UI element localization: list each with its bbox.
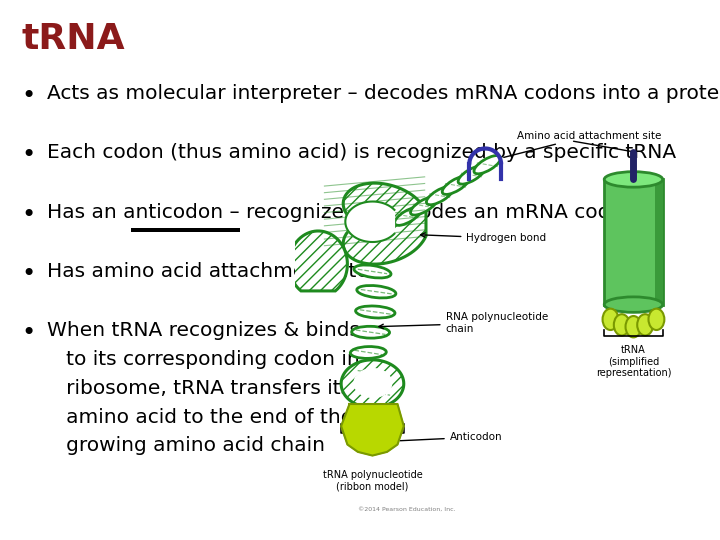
Bar	[131, 228, 240, 232]
Text: Anticodon: Anticodon	[400, 432, 503, 442]
Polygon shape	[354, 369, 392, 397]
Text: Acts as molecular interpreter – decodes mRNA codons into a protein: Acts as molecular interpreter – decodes …	[47, 84, 720, 103]
Polygon shape	[341, 404, 404, 456]
Ellipse shape	[395, 207, 421, 225]
Ellipse shape	[354, 367, 389, 379]
Text: Hydrogen bond: Hydrogen bond	[420, 233, 546, 244]
Bar	[655, 179, 662, 305]
Text: ©2014 Pearson Education, Inc.: ©2014 Pearson Education, Inc.	[358, 507, 456, 512]
Text: tRNA: tRNA	[22, 22, 125, 56]
Ellipse shape	[356, 306, 395, 318]
Text: •: •	[22, 202, 36, 226]
Text: When tRNA recognizes & binds
   to its corresponding codon in
   ribosome, tRNA : When tRNA recognizes & binds to its corr…	[47, 321, 360, 455]
Ellipse shape	[458, 166, 485, 184]
Ellipse shape	[649, 309, 665, 330]
Ellipse shape	[351, 347, 387, 359]
Ellipse shape	[351, 326, 390, 338]
Text: RNA polynucleotide
chain: RNA polynucleotide chain	[379, 312, 548, 334]
Ellipse shape	[410, 197, 437, 215]
Ellipse shape	[626, 316, 642, 338]
Ellipse shape	[614, 314, 630, 335]
Ellipse shape	[604, 172, 662, 187]
Text: •: •	[22, 84, 36, 107]
FancyBboxPatch shape	[604, 179, 662, 305]
Polygon shape	[343, 183, 426, 264]
Ellipse shape	[637, 314, 653, 335]
Text: Each codon (thus amino acid) is recognized by a specific tRNA: Each codon (thus amino acid) is recogniz…	[47, 143, 676, 162]
Text: •: •	[22, 143, 36, 167]
Text: Has an anticodon – recognizes & decodes an mRNA codon: Has an anticodon – recognizes & decodes …	[47, 202, 636, 221]
Ellipse shape	[474, 156, 500, 174]
Polygon shape	[341, 360, 404, 408]
Text: Has amino acid attachment site: Has amino acid attachment site	[47, 262, 369, 281]
Ellipse shape	[354, 265, 391, 278]
Ellipse shape	[357, 387, 394, 399]
Ellipse shape	[357, 286, 396, 298]
Text: Amino acid attachment site: Amino acid attachment site	[504, 131, 661, 157]
Polygon shape	[346, 201, 395, 242]
Text: •: •	[22, 321, 36, 345]
Polygon shape	[289, 231, 347, 291]
Text: •: •	[22, 262, 36, 286]
Ellipse shape	[426, 186, 453, 205]
Text: tRNA
(simplified
representation): tRNA (simplified representation)	[595, 345, 671, 379]
Ellipse shape	[604, 297, 662, 312]
Text: tRNA polynucleotide
(ribbon model): tRNA polynucleotide (ribbon model)	[323, 470, 423, 492]
Ellipse shape	[442, 176, 469, 194]
Ellipse shape	[603, 309, 618, 330]
